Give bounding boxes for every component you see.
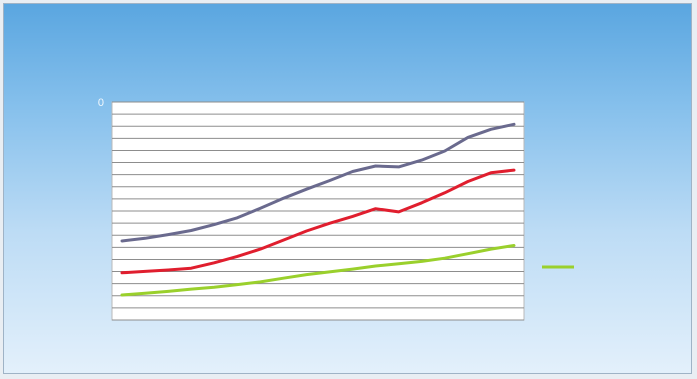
series-line-1 (120, 122, 516, 243)
line-chart: 0 (98, 97, 574, 321)
chart-card: 0 (3, 3, 692, 374)
series-line-3 (120, 244, 516, 297)
y-tick-label: 0 (98, 97, 104, 109)
series-line-2 (120, 168, 516, 275)
